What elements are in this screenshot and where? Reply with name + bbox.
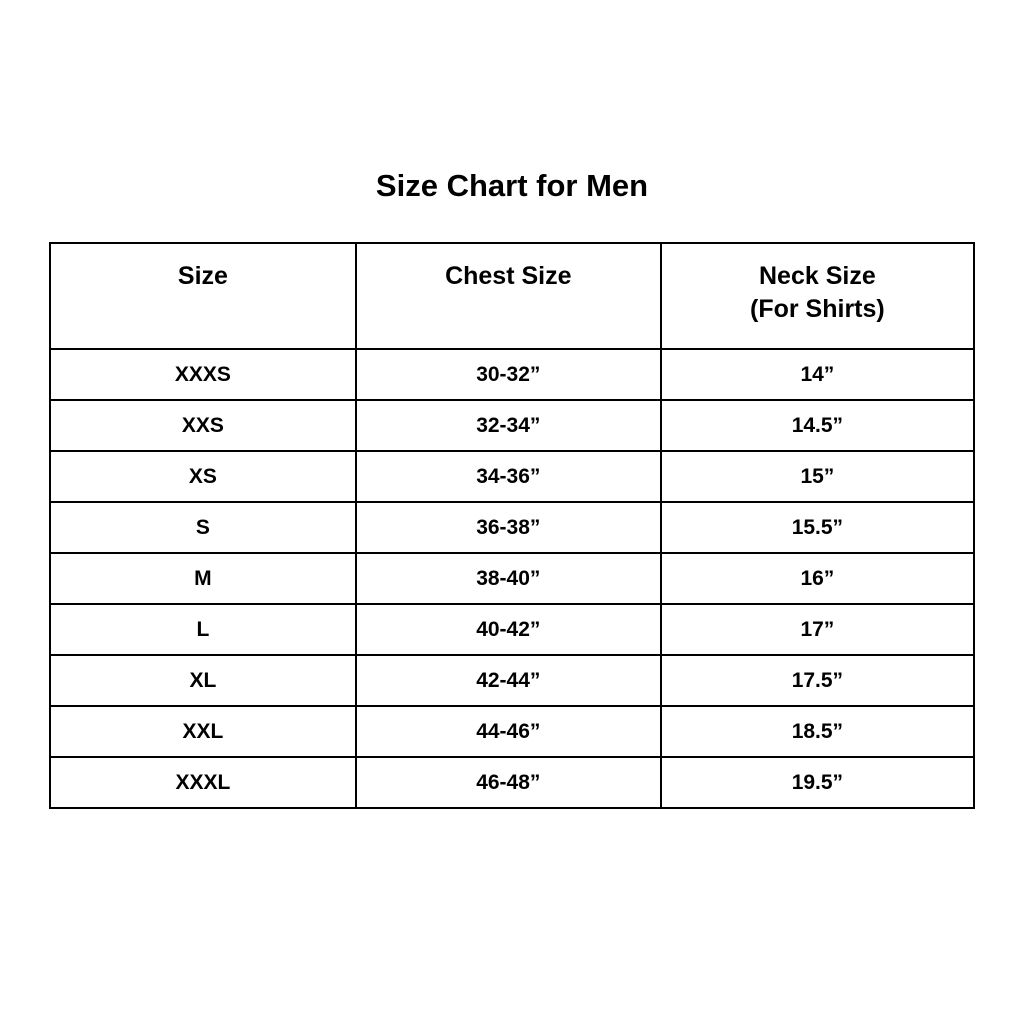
size-cell: L	[49, 603, 357, 656]
chest-size-cell: 34-36”	[354, 450, 662, 503]
chest-size-cell: 44-46”	[354, 705, 662, 758]
size-cell: XXXL	[49, 756, 357, 809]
size-cell: XS	[49, 450, 357, 503]
table-row: XXXL 46-48” 19.5”	[49, 756, 976, 809]
chest-size-cell: 38-40”	[354, 552, 662, 605]
size-cell: XXL	[49, 705, 357, 758]
size-chart-table: Size Chest Size Neck Size (For Shirts) X…	[49, 242, 976, 809]
table-row: L 40-42” 17”	[49, 603, 976, 656]
neck-size-cell: 16”	[659, 552, 976, 605]
neck-size-cell: 18.5”	[659, 705, 976, 758]
chest-size-cell: 42-44”	[354, 654, 662, 707]
table-row: XXXS 30-32” 14”	[49, 348, 976, 401]
neck-size-cell: 14.5”	[659, 399, 976, 452]
page-title: Size Chart for Men	[375, 168, 649, 203]
neck-size-cell: 17.5”	[659, 654, 976, 707]
chest-size-cell: 30-32”	[354, 348, 662, 401]
column-header-size: Size	[49, 242, 357, 350]
size-cell: XXS	[49, 399, 357, 452]
column-header-neck-size: Neck Size (For Shirts)	[659, 242, 976, 350]
table-row: XS 34-36” 15”	[49, 450, 976, 503]
neck-size-cell: 15”	[659, 450, 976, 503]
table-row: XXL 44-46” 18.5”	[49, 705, 976, 758]
table-row: M 38-40” 16”	[49, 552, 976, 605]
chest-size-cell: 36-38”	[354, 501, 662, 554]
neck-size-cell: 15.5”	[659, 501, 976, 554]
table-row: S 36-38” 15.5”	[49, 501, 976, 554]
table-row: XL 42-44” 17.5”	[49, 654, 976, 707]
chest-size-cell: 40-42”	[354, 603, 662, 656]
column-header-neck-size-line2: (For Shirts)	[750, 295, 885, 323]
column-header-chest-size: Chest Size	[354, 242, 662, 350]
header-row: Size Chest Size Neck Size (For Shirts)	[49, 242, 976, 350]
table-row: XXS 32-34” 14.5”	[49, 399, 976, 452]
chest-size-cell: 32-34”	[354, 399, 662, 452]
neck-size-cell: 14”	[659, 348, 976, 401]
size-cell: XL	[49, 654, 357, 707]
size-cell: XXXS	[49, 348, 357, 401]
size-cell: S	[49, 501, 357, 554]
column-header-neck-size-line1: Neck Size	[759, 262, 876, 290]
neck-size-cell: 19.5”	[659, 756, 976, 809]
neck-size-cell: 17”	[659, 603, 976, 656]
chest-size-cell: 46-48”	[354, 756, 662, 809]
size-cell: M	[49, 552, 357, 605]
